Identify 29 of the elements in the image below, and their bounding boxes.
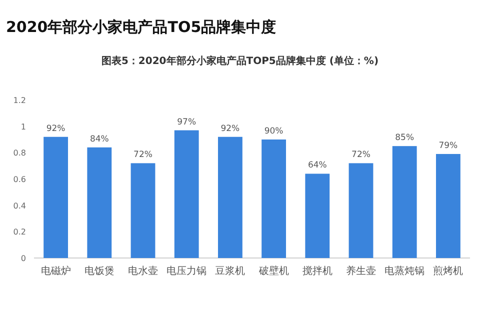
data-label: 72% [134,150,152,160]
data-label: 92% [220,124,240,134]
y-tick-label: 0 [20,254,26,263]
subtitle: 图表5：2020年部分小家电产品TOP5品牌集中度 (单位：%) [101,56,379,67]
y-tick-label: 0.6 [13,175,26,184]
data-label: 85% [395,133,414,144]
y-tick-label: 0.8 [13,148,26,158]
data-label: 84% [90,134,109,144]
x-tick-label: 电压力锅 [166,265,207,277]
data-label: 72% [352,150,370,160]
x-tick-label: 煎烤机 [433,265,464,277]
data-label: 79% [438,140,458,151]
x-tick-label: 电磁炉 [40,265,71,277]
y-tick-label: 0.4 [13,201,26,210]
data-label: 90% [264,126,284,136]
y-tick-label: 1.2 [13,96,26,105]
data-label: 64% [308,160,327,171]
x-tick-label: 破壁机 [258,265,289,277]
x-tick-label: 电蒸炖锅 [384,265,425,277]
y-tick-label: 0.2 [13,228,26,237]
data-label: 97% [177,117,196,128]
data-label: 92% [46,124,66,134]
title: 2020年部分小家电产品TO5品牌集中度 [6,18,276,36]
x-tick-label: 电饭煲 [84,265,114,277]
x-tick-label: 搅拌机 [302,265,332,277]
x-tick-label: 电水壶 [128,265,158,277]
x-tick-label: 养生壶 [346,265,376,277]
y-tick-label: 1 [20,122,26,132]
x-tick-label: 豆浆机 [215,265,246,277]
